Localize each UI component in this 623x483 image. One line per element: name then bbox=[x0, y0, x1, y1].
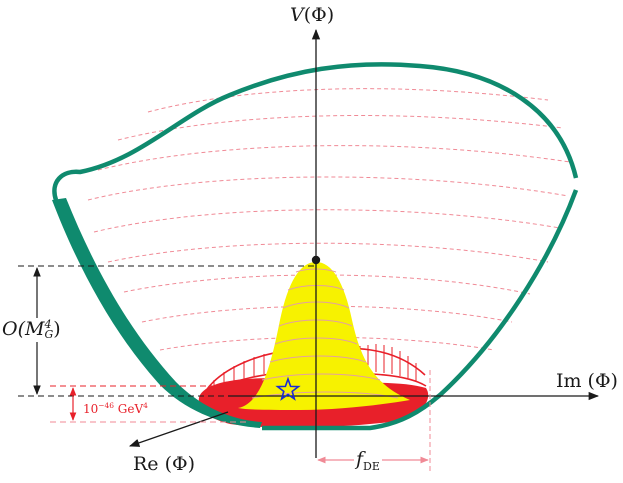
re-axis bbox=[129, 411, 229, 447]
potential-right-wall bbox=[262, 189, 579, 431]
contour-line bbox=[97, 145, 571, 171]
height-o: O(M bbox=[2, 318, 45, 340]
potential-outline bbox=[52, 62, 579, 201]
star-icon bbox=[275, 376, 301, 401]
im-axis-text: Im (Φ) bbox=[556, 370, 618, 392]
f-de-main: f bbox=[356, 448, 364, 470]
im-axis-label: Im (Φ) bbox=[556, 372, 618, 391]
height-sub: G bbox=[44, 328, 54, 341]
v-axis-arg: (Φ) bbox=[303, 4, 335, 26]
energy-base: 10 bbox=[83, 402, 99, 416]
mexican-hat-brim bbox=[204, 344, 427, 395]
v-axis-fn: V bbox=[290, 4, 304, 26]
height-sup: 4 bbox=[44, 318, 52, 332]
potential-bump bbox=[238, 262, 410, 410]
contour-line bbox=[107, 242, 549, 263]
f-de-label: fDE bbox=[354, 450, 382, 472]
re-axis-label: Re (Φ) bbox=[133, 455, 195, 474]
height-label: O(M 4 G) bbox=[2, 318, 61, 342]
v-axis-label: V(Φ) bbox=[290, 6, 334, 25]
energy-unit-exp: 4 bbox=[143, 401, 148, 410]
contour-line bbox=[87, 176, 569, 201]
contour-line bbox=[93, 209, 561, 233]
f-de-sub: DE bbox=[363, 459, 380, 473]
dot-icon bbox=[311, 255, 321, 265]
height-close: ) bbox=[53, 318, 61, 340]
contour-line bbox=[147, 88, 549, 113]
energy-unit: GeV bbox=[113, 402, 144, 416]
re-axis-text: Re (Φ) bbox=[133, 453, 195, 475]
energy-exp: −46 bbox=[98, 401, 114, 410]
potential-left-wall bbox=[52, 198, 262, 428]
energy-label: 10−46 GeV4 bbox=[83, 402, 148, 415]
